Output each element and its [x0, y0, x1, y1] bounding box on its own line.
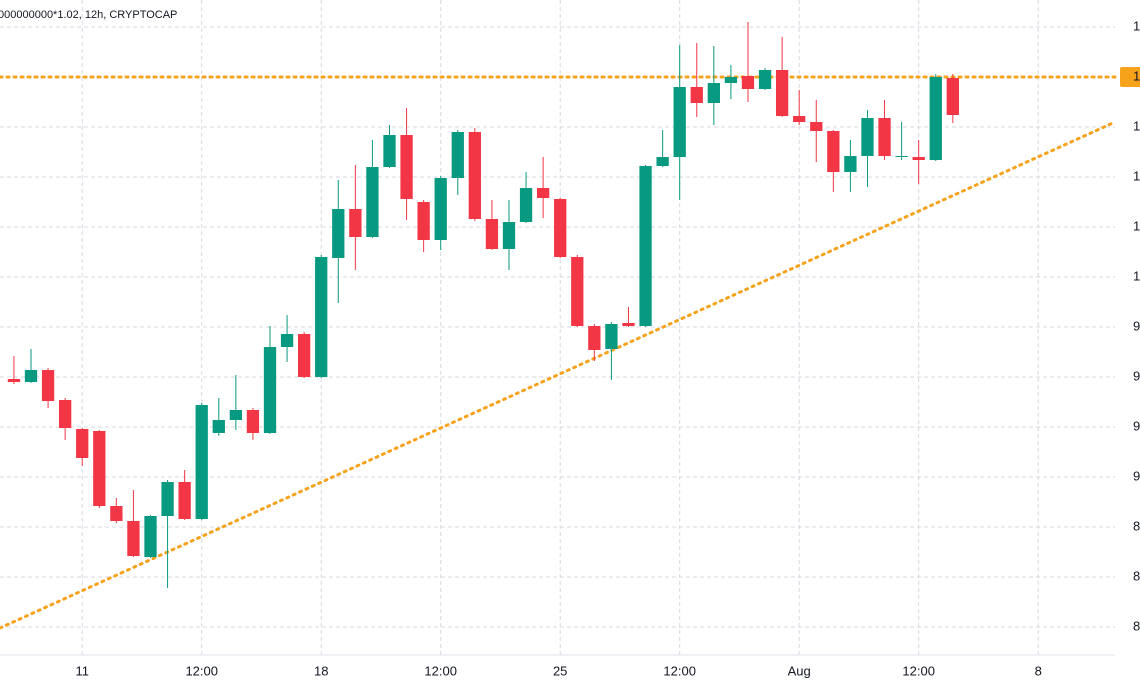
- trend-line: [0, 120, 1117, 630]
- x-tick-label: 18: [314, 663, 328, 678]
- candle-body: [451, 132, 464, 178]
- candle-body: [622, 323, 635, 326]
- candle-body: [673, 87, 686, 157]
- y-tick-label: 8: [1133, 568, 1140, 583]
- candle-body: [605, 324, 618, 349]
- candle-body: [468, 132, 481, 219]
- candle-body: [741, 76, 755, 89]
- candle-body: [434, 178, 447, 240]
- candle-body: [7, 379, 21, 382]
- candle-body: [793, 116, 806, 122]
- candle-body: [349, 209, 362, 237]
- candle-body: [41, 370, 55, 401]
- candle-body: [502, 222, 516, 249]
- x-tick-label: 12:00: [424, 663, 457, 678]
- candle-body: [758, 70, 772, 89]
- candle-body: [127, 521, 140, 556]
- candle-body: [656, 157, 669, 166]
- candle-body: [366, 167, 379, 237]
- candle-body: [827, 131, 840, 172]
- candle-body: [59, 400, 72, 428]
- candle-body: [212, 420, 225, 433]
- candle-body: [929, 77, 942, 160]
- y-tick-label: 1: [1133, 18, 1140, 33]
- candle-body: [775, 70, 789, 116]
- x-tick-label: 12:00: [663, 663, 696, 678]
- candle-body: [178, 482, 191, 519]
- y-tick-label: 9: [1133, 368, 1140, 383]
- level-label: 1: [1133, 68, 1140, 83]
- candle-body: [417, 202, 430, 240]
- candle-body: [690, 87, 703, 103]
- candle-body: [144, 516, 157, 557]
- candle-body: [195, 405, 208, 519]
- candle-body: [519, 188, 533, 222]
- candle-body: [229, 410, 243, 420]
- candle-body: [93, 431, 106, 506]
- x-tick-label: 8: [1035, 663, 1042, 678]
- x-tick-label: Aug: [788, 663, 811, 678]
- candle-body: [383, 135, 396, 167]
- candle-body: [536, 188, 550, 198]
- candle-body: [810, 122, 823, 131]
- x-tick-label: 11: [75, 663, 89, 678]
- candle-body: [571, 257, 584, 326]
- y-tick-label: 1: [1133, 268, 1140, 283]
- candle-body: [400, 135, 413, 199]
- x-tick-label: 12:00: [185, 663, 218, 678]
- y-tick-label: 9: [1133, 418, 1140, 433]
- candle-body: [24, 370, 38, 382]
- y-tick-label: 8: [1133, 518, 1140, 533]
- candle-body: [246, 410, 260, 433]
- candle-body: [263, 347, 277, 433]
- candle-body: [315, 257, 328, 377]
- candle-body: [161, 482, 174, 516]
- y-tick-label: 9: [1133, 468, 1140, 483]
- y-tick-label: 1: [1133, 168, 1140, 183]
- y-tick-label: 1: [1133, 218, 1140, 233]
- candle-body: [724, 77, 738, 83]
- candle-body: [707, 83, 720, 103]
- candle-body: [554, 199, 567, 257]
- candle-body: [297, 334, 311, 377]
- candle-body: [878, 118, 891, 156]
- candle-body: [280, 334, 294, 347]
- candle-body: [332, 209, 345, 258]
- candle-body: [485, 219, 499, 249]
- candle-body: [844, 156, 857, 172]
- candle-body: [946, 78, 959, 115]
- y-tick-label: 1: [1133, 118, 1140, 133]
- candle-body: [76, 429, 89, 458]
- candle-body: [588, 326, 601, 350]
- y-tick-label: 8: [1133, 618, 1140, 633]
- candle-body: [912, 157, 925, 160]
- candle-body: [110, 506, 123, 521]
- candle-body: [639, 166, 652, 326]
- chart-title: 000000000*1.02, 12h, CRYPTOCAP: [0, 9, 177, 21]
- x-tick-label: 25: [553, 663, 567, 678]
- y-tick-label: 9: [1133, 318, 1140, 333]
- x-tick-label: 12:00: [902, 663, 935, 678]
- candle-body: [861, 118, 874, 156]
- level-label-box: [1120, 67, 1140, 87]
- candle-body: [895, 156, 908, 157]
